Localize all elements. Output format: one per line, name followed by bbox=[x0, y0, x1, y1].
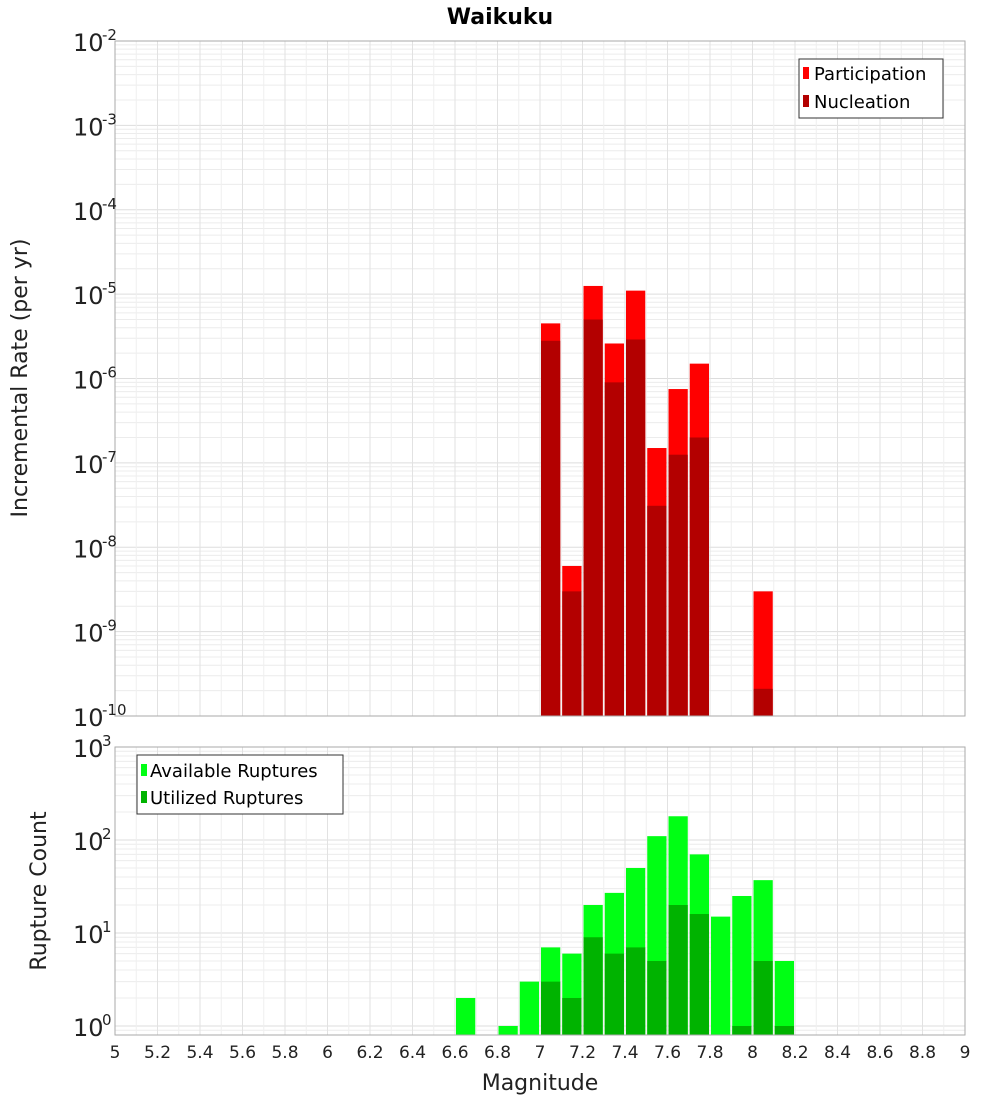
bottom-bar bbox=[668, 904, 688, 1035]
x-tick-label: 6.8 bbox=[484, 1043, 511, 1063]
x-tick-label: 8.4 bbox=[824, 1043, 851, 1063]
bottom-y-axis-label: Rupture Count bbox=[27, 811, 52, 971]
available-ruptures-legend-label: Available Ruptures bbox=[150, 761, 318, 782]
top-y-tick-label: 10 bbox=[73, 113, 104, 141]
top-y-tick-exponent: -4 bbox=[102, 195, 117, 213]
bottom-legend: Available Ruptures Utilized Ruptures bbox=[136, 754, 344, 815]
bottom-plot-frame bbox=[114, 746, 966, 1036]
x-tick-label: 8.8 bbox=[909, 1043, 936, 1063]
bottom-y-tick-exponent: 0 bbox=[102, 1011, 112, 1029]
bottom-bar bbox=[711, 916, 731, 1035]
bottom-bar bbox=[583, 937, 603, 1035]
x-tick-label: 5.4 bbox=[186, 1043, 213, 1063]
top-y-tick-exponent: -6 bbox=[102, 364, 117, 382]
top-bar bbox=[541, 340, 561, 716]
available-ruptures-legend-swatch bbox=[141, 764, 147, 776]
x-tick-label: 5 bbox=[110, 1043, 121, 1063]
bottom-bar bbox=[753, 960, 773, 1035]
top-bar bbox=[647, 505, 667, 716]
top-y-tick-label: 10 bbox=[73, 535, 104, 563]
bottom-y-tick-exponent: 1 bbox=[102, 918, 112, 936]
bottom-bar bbox=[732, 895, 752, 1035]
x-tick-label: 7.6 bbox=[654, 1043, 681, 1063]
top-y-tick-exponent: -5 bbox=[102, 279, 117, 297]
top-y-tick-exponent: -10 bbox=[102, 701, 127, 719]
bottom-legend-box bbox=[136, 754, 344, 815]
bottom-bar bbox=[562, 997, 582, 1035]
bottom-y-tick-exponent: 3 bbox=[102, 732, 112, 750]
top-legend: Participation Nucleation bbox=[798, 58, 944, 119]
bottom-bar bbox=[498, 1025, 518, 1035]
top-plot-gridlines bbox=[114, 40, 966, 717]
x-tick-label: 7.2 bbox=[569, 1043, 596, 1063]
top-y-tick-label: 10 bbox=[73, 704, 104, 732]
top-plot-frame bbox=[114, 40, 966, 717]
top-y-tick-labels: 10-210-310-410-510-610-710-810-910-10 bbox=[73, 26, 127, 732]
x-tick-label: 6 bbox=[322, 1043, 333, 1063]
bottom-y-tick-exponent: 2 bbox=[102, 825, 112, 843]
x-tick-label: 6.2 bbox=[356, 1043, 383, 1063]
top-bar bbox=[583, 319, 603, 716]
participation-legend-label: Participation bbox=[814, 64, 926, 85]
top-y-tick-label: 10 bbox=[73, 367, 104, 395]
bottom-bar bbox=[456, 997, 476, 1035]
x-tick-label: 6.6 bbox=[441, 1043, 468, 1063]
nucleation-legend-swatch bbox=[803, 95, 809, 107]
x-axis-label: Magnitude bbox=[482, 1071, 599, 1096]
x-tick-label: 5.6 bbox=[229, 1043, 256, 1063]
bottom-y-tick-label: 10 bbox=[73, 828, 104, 856]
top-bar bbox=[689, 437, 709, 716]
bottom-y-tick-label: 10 bbox=[73, 921, 104, 949]
x-tick-label: 7 bbox=[535, 1043, 546, 1063]
top-y-tick-exponent: -2 bbox=[102, 26, 117, 44]
x-tick-label: 8 bbox=[747, 1043, 758, 1063]
bottom-bar bbox=[519, 981, 539, 1035]
x-tick-label: 8.2 bbox=[781, 1043, 808, 1063]
top-bar bbox=[562, 591, 582, 716]
top-y-tick-exponent: -7 bbox=[102, 448, 117, 466]
bottom-bar bbox=[604, 953, 624, 1035]
x-tick-label: 5.2 bbox=[144, 1043, 171, 1063]
x-tick-label: 6.4 bbox=[399, 1043, 426, 1063]
bottom-y-tick-label: 10 bbox=[73, 1014, 104, 1042]
bottom-bar bbox=[626, 947, 646, 1035]
bottom-plot-bars bbox=[456, 816, 794, 1035]
top-y-tick-label: 10 bbox=[73, 198, 104, 226]
top-bar bbox=[668, 454, 688, 716]
nucleation-legend-label: Nucleation bbox=[814, 92, 910, 113]
x-tick-label: 5.8 bbox=[271, 1043, 298, 1063]
bottom-bar bbox=[774, 960, 794, 1035]
top-y-tick-exponent: -3 bbox=[102, 110, 117, 128]
top-bar bbox=[753, 688, 773, 716]
bottom-bar bbox=[647, 960, 667, 1035]
bottom-bar bbox=[774, 1025, 794, 1035]
top-y-axis-label: Incremental Rate (per yr) bbox=[8, 239, 33, 518]
x-tick-label: 7.8 bbox=[696, 1043, 723, 1063]
x-tick-label: 9 bbox=[960, 1043, 971, 1063]
utilized-ruptures-legend-swatch bbox=[141, 791, 147, 803]
bottom-bar bbox=[541, 981, 561, 1035]
top-y-tick-label: 10 bbox=[73, 29, 104, 57]
chart-title: Waikuku bbox=[447, 5, 553, 30]
top-y-tick-exponent: -8 bbox=[102, 532, 117, 550]
x-tick-labels: 5 5.2 5.4 5.6 5.8 6 6.2 6.4 6.6 6.8 7 7.2 7.4 7.6 7.8 8… bbox=[110, 1043, 971, 1063]
utilized-ruptures-legend-label: Utilized Ruptures bbox=[150, 788, 303, 809]
x-tick-label: 7.4 bbox=[611, 1043, 638, 1063]
x-tick-label: 8.6 bbox=[866, 1043, 893, 1063]
top-y-tick-exponent: -9 bbox=[102, 617, 117, 635]
bottom-bar bbox=[732, 1025, 752, 1035]
top-plot-bars bbox=[541, 285, 773, 716]
participation-legend-swatch bbox=[803, 67, 809, 79]
top-y-tick-label: 10 bbox=[73, 451, 104, 479]
top-bar bbox=[626, 339, 646, 716]
top-y-tick-label: 10 bbox=[73, 282, 104, 310]
top-legend-box bbox=[798, 58, 944, 119]
top-bar bbox=[604, 382, 624, 716]
top-y-tick-label: 10 bbox=[73, 620, 104, 648]
bottom-bar bbox=[689, 914, 709, 1035]
top-bar bbox=[753, 591, 773, 716]
bottom-y-tick-label: 10 bbox=[73, 735, 104, 763]
